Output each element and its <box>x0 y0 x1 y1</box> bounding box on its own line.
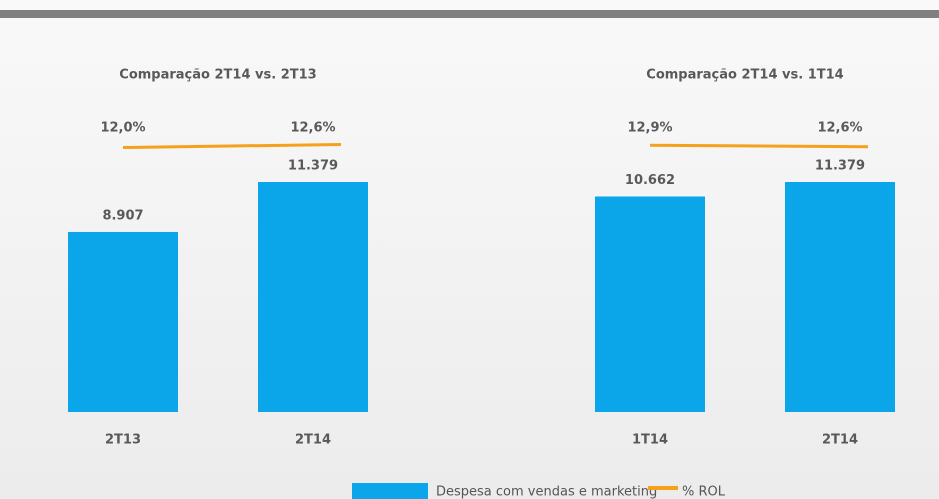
x-tick-label: 2T13 <box>105 433 141 448</box>
bar-value-label: 11.379 <box>288 159 338 174</box>
bar <box>68 231 178 412</box>
x-tick-label: 2T14 <box>295 433 331 448</box>
legend-swatch <box>352 483 428 499</box>
bar-value-label: 11.379 <box>815 159 865 174</box>
legend-label: % ROL <box>682 485 726 499</box>
line-value-label: 12,9% <box>627 121 672 136</box>
bar <box>785 182 895 412</box>
x-tick-label: 2T14 <box>822 433 858 448</box>
bar <box>595 196 705 412</box>
x-tick-label: 1T14 <box>632 433 668 448</box>
legend-label: Despesa com vendas e marketing <box>436 485 657 499</box>
rol-line <box>122 143 342 149</box>
bar <box>258 182 368 412</box>
chart-title: Comparação 2T14 vs. 2T13 <box>119 68 316 83</box>
line-value-label: 12,6% <box>817 121 862 136</box>
rol-line <box>649 143 869 149</box>
line-value-label: 12,6% <box>290 121 335 136</box>
bar-value-label: 10.662 <box>625 173 675 188</box>
top-bar <box>0 10 939 18</box>
chart-title: Comparação 2T14 vs. 1T14 <box>646 68 843 83</box>
line-value-label: 12,0% <box>100 121 145 136</box>
bar-value-label: 8.907 <box>102 208 143 223</box>
